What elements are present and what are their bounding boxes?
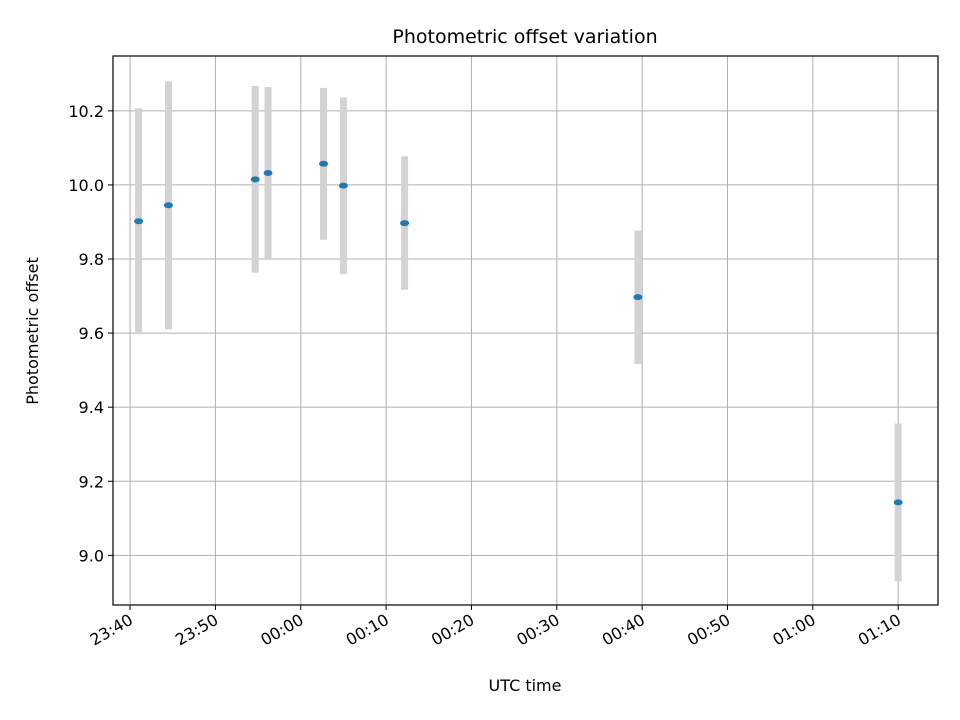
y-axis-label: Photometric offset — [23, 257, 42, 405]
chart-title: Photometric offset variation — [392, 26, 657, 48]
y-axis: 9.0 9.2 9.4 9.6 9.8 10.0 10.2 — [68, 102, 113, 565]
data-point — [250, 176, 260, 183]
data-point — [263, 170, 273, 177]
data-point — [338, 182, 348, 189]
data-point — [163, 202, 173, 209]
y-tick-label: 9.2 — [79, 472, 104, 491]
data-point — [319, 160, 329, 167]
y-tick-label: 10.2 — [68, 102, 104, 121]
data-point — [134, 218, 144, 225]
y-tick-label: 9.4 — [79, 398, 104, 417]
y-tick-label: 10.0 — [68, 176, 104, 195]
data-point — [633, 294, 643, 301]
y-tick-label: 9.0 — [79, 546, 104, 565]
x-axis-label: UTC time — [489, 676, 562, 695]
data-points — [134, 160, 903, 506]
y-tick-label: 9.8 — [79, 250, 104, 269]
grid — [113, 56, 938, 605]
data-point — [893, 499, 903, 506]
y-tick-label: 9.6 — [79, 324, 104, 343]
data-point — [400, 220, 410, 227]
plot-frame — [112, 55, 939, 606]
